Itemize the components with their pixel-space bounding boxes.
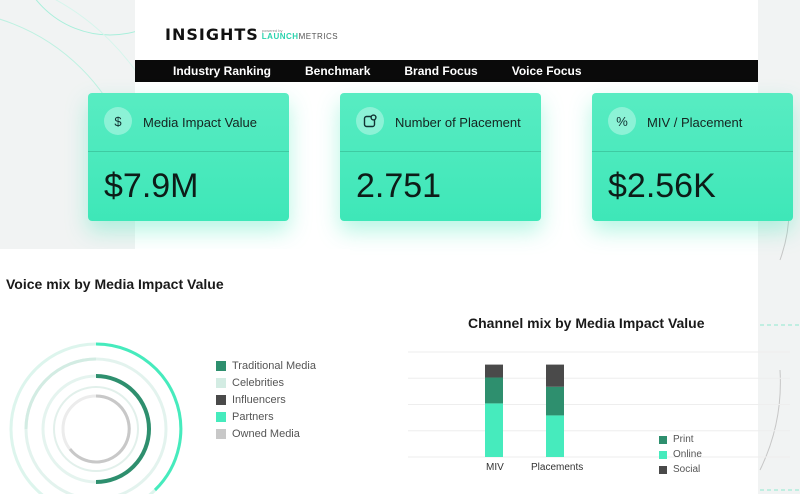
ring-traditional-arc [95, 374, 151, 484]
legend-item-partners: Partners [216, 408, 316, 425]
bar-miv-social [485, 364, 503, 378]
bar-placements-print [546, 386, 564, 416]
kpi-label: Media Impact Value [143, 115, 257, 130]
chart-bars [485, 364, 564, 457]
legend-label: Social [673, 464, 701, 475]
ring-owned-media-arc [68, 394, 131, 464]
kpi-card-header: % MIV / Placement [592, 93, 793, 152]
logo-brand-block: powered by LAUNCHMETRICS [261, 27, 339, 41]
bar-placements-social [546, 364, 564, 387]
legend-swatch [659, 435, 667, 444]
bar-miv-online [485, 403, 503, 457]
nav-voice-focus[interactable]: Voice Focus [511, 64, 582, 78]
nav-benchmark[interactable]: Benchmark [305, 64, 371, 78]
ring-partners-arc [95, 342, 183, 492]
kpi-card-header: $ Media Impact Value [88, 93, 289, 152]
x-label-miv: MIV [486, 462, 504, 473]
legend-item-influencers: Influencers [216, 391, 316, 408]
legend-label: Online [673, 449, 702, 460]
legend-item-traditional-media: Traditional Media [216, 357, 316, 374]
legend-label: Owned Media [232, 427, 300, 440]
chart-grid [408, 351, 790, 458]
kpi-card-header: Number of Placement [340, 93, 541, 152]
logo-brand: LAUNCHMETRICS [261, 31, 339, 41]
logo-brand-launch: LAUNCH [261, 31, 299, 41]
legend-item-social: Social [659, 462, 702, 477]
nav-industry-ranking[interactable]: Industry Ranking [173, 64, 272, 78]
voice-mix-radial-chart [9, 342, 183, 494]
channel-mix-legend: Print Online Social [659, 432, 702, 477]
nav-brand-focus[interactable]: Brand Focus [404, 64, 478, 78]
legend-item-online: Online [659, 447, 702, 462]
legend-item-owned-media: Owned Media [216, 425, 316, 442]
kpi-card-number-of-placement: Number of Placement 2.751 [340, 93, 541, 221]
ring-celebrities-arc [24, 357, 97, 430]
legend-swatch [216, 360, 226, 371]
legend-label: Print [673, 434, 694, 445]
logo-brand-metrics: METRICS [298, 31, 339, 41]
legend-swatch [216, 377, 226, 388]
legend-swatch [216, 428, 226, 439]
legend-item-celebrities: Celebrities [216, 374, 316, 391]
logo-insights-text: INSIGHTS [165, 25, 259, 44]
legend-label: Influencers [232, 393, 286, 406]
placement-icon [356, 107, 384, 135]
legend-swatch [216, 394, 226, 405]
kpi-card-miv-per-placement: % MIV / Placement $2.56K [592, 93, 793, 221]
channel-mix-title: Channel mix by Media Impact Value [468, 315, 705, 331]
kpi-value: 2.751 [356, 167, 442, 205]
logo-powered-by: powered by [261, 27, 283, 33]
voice-mix-title: Voice mix by Media Impact Value [6, 276, 224, 292]
legend-swatch [216, 411, 226, 422]
percent-icon: % [608, 107, 636, 135]
ring-influencers-track [53, 386, 139, 472]
nav-bar: Industry Ranking Benchmark Brand Focus V… [135, 60, 758, 82]
legend-swatch [659, 450, 667, 459]
dollar-icon: $ [104, 107, 132, 135]
kpi-value: $2.56K [608, 167, 716, 205]
legend-label: Partners [232, 410, 274, 423]
insights-logo: INSIGHTS powered by LAUNCHMETRICS [165, 25, 338, 44]
voice-mix-card: Voice mix by Media Impact Value Traditio… [0, 249, 350, 494]
kpi-label: MIV / Placement [647, 115, 743, 130]
legend-label: Celebrities [232, 376, 284, 389]
x-label-placements: Placements [531, 462, 584, 473]
legend-item-print: Print [659, 432, 702, 447]
bar-placements-online [546, 415, 564, 457]
legend-label: Traditional Media [232, 359, 316, 372]
kpi-label: Number of Placement [395, 115, 521, 130]
legend-swatch [659, 465, 667, 474]
bar-miv-print [485, 377, 503, 404]
voice-mix-legend: Traditional Media Celebrities Influencer… [216, 357, 316, 442]
kpi-value: $7.9M [104, 167, 199, 205]
kpi-card-media-impact-value: $ Media Impact Value $7.9M [88, 93, 289, 221]
